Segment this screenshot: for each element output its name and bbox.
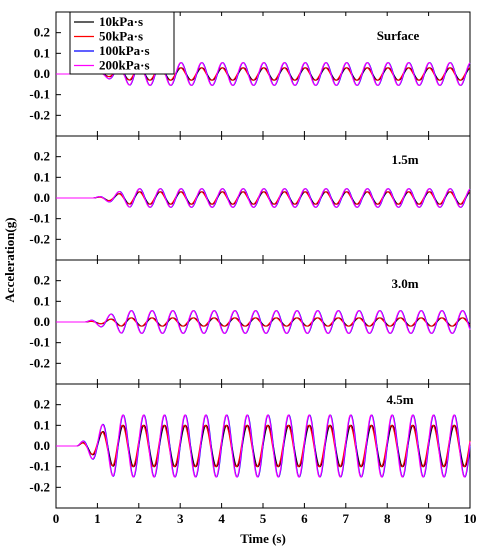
y-tick-label: 0.1 [34,169,50,184]
panel-label: 1.5m [391,152,418,167]
y-tick-label: 0.2 [34,397,50,412]
x-tick-label: 6 [301,511,308,526]
y-axis-label: Acceleration(g) [2,217,17,302]
y-tick-label: 0.2 [34,273,50,288]
panel-1: 0.2 0.1 0.0 -0.1 -0.2 1.5m [29,135,471,261]
y-tick-label: 0.1 [34,417,50,432]
series-line-1 [56,317,471,327]
y-tick-label: -0.2 [29,355,50,370]
x-tick-label: 10 [464,511,477,526]
y-tick-label: 0.0 [34,66,50,81]
y-tick-label: 0.0 [34,438,50,453]
legend-entry: 10kPa·s [99,14,143,29]
legend-entry: 200kPa·s [99,58,150,73]
x-tick-label: 7 [343,511,350,526]
x-tick-label: 4 [218,511,225,526]
y-tick-label: 0.0 [34,190,50,205]
legend-entry: 100kPa·s [99,43,150,58]
series-line-3 [56,188,471,208]
y-tick-label: -0.2 [29,479,50,494]
panel-2: 0.2 0.1 0.0 -0.1 -0.2 3.0m [29,259,471,385]
panel-label: 4.5m [386,392,413,407]
x-tick-label: 9 [425,511,432,526]
x-axis-label: Time (s) [240,531,286,546]
x-tick-label: 8 [384,511,391,526]
y-tick-label: -0.1 [29,87,50,102]
y-tick-label: 0.2 [34,25,50,40]
y-tick-label: -0.1 [29,459,50,474]
x-tick-label: 0 [53,511,60,526]
panel-frame [55,135,471,261]
y-tick-label: 0.2 [34,149,50,164]
x-tick-label: 5 [260,511,267,526]
y-tick-label: -0.2 [29,107,50,122]
y-tick-label: 0.0 [34,314,50,329]
panel-3: 0.2 0.1 0.0 -0.1 -0.2 0 1 2 3 4 5 6 7 8 9 10 4.5m [29,383,477,526]
series-line-3 [56,414,471,478]
legend-entry: 50kPa·s [99,29,143,44]
series-line-3 [56,62,471,86]
y-tick-label: 0.1 [34,45,50,60]
panel-label: Surface [377,28,420,43]
panel-label: 3.0m [391,276,418,291]
x-tick-label: 2 [136,511,143,526]
x-tick-label: 1 [94,511,101,526]
y-tick-label: -0.1 [29,335,50,350]
y-tick-label: 0.1 [34,293,50,308]
series-line-3 [56,310,471,334]
y-tick-label: -0.1 [29,211,50,226]
y-tick-label: -0.2 [29,231,50,246]
x-tick-label: 3 [177,511,184,526]
